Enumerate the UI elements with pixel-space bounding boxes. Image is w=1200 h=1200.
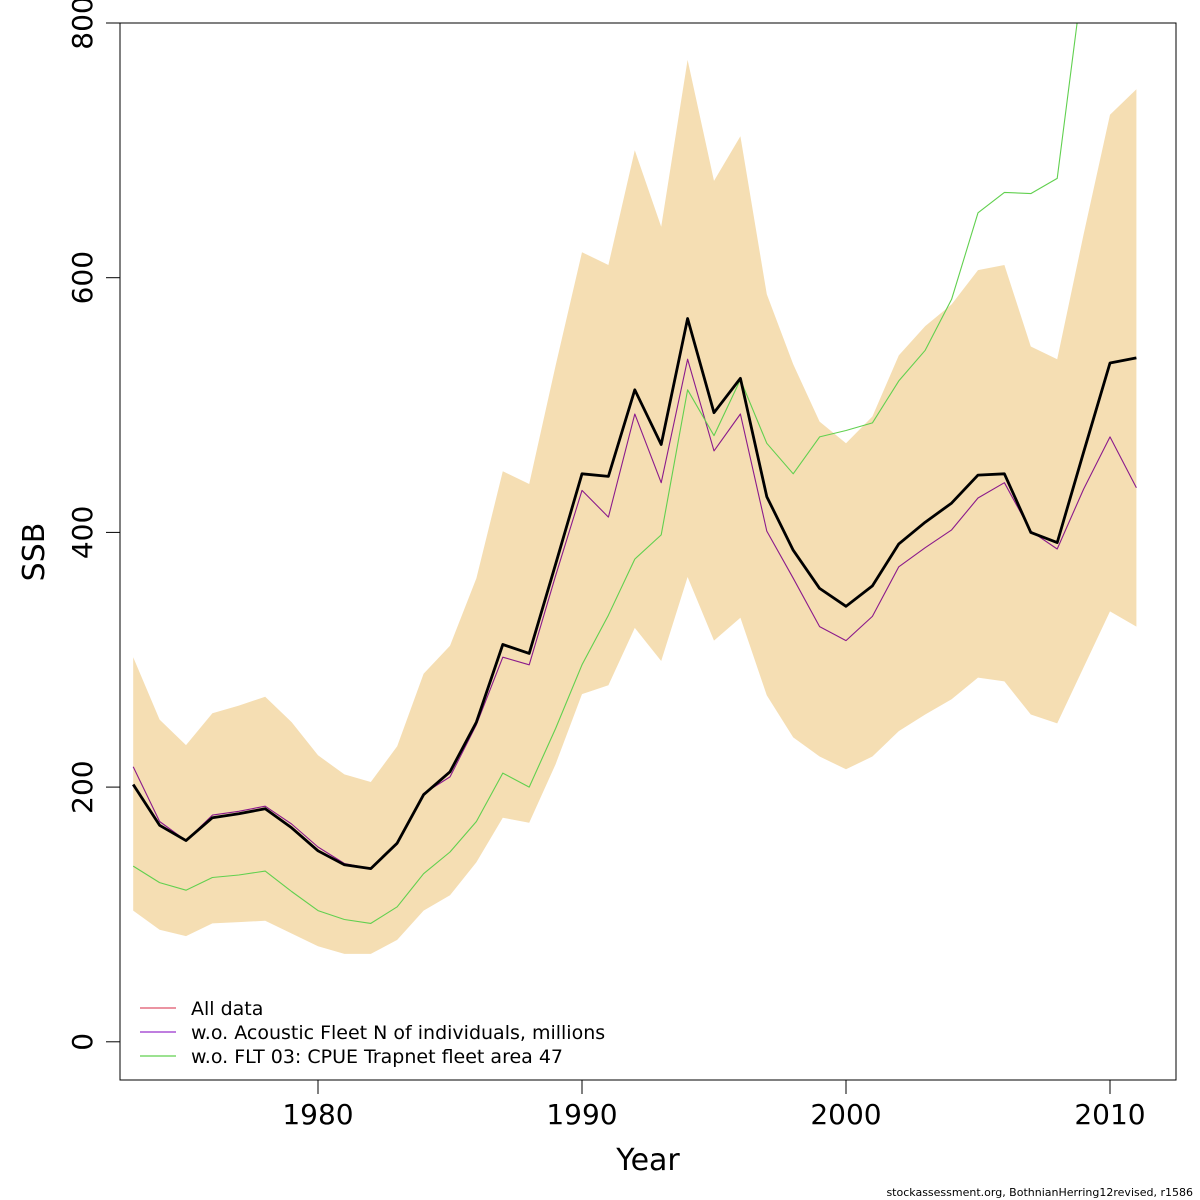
x-tick-label: 1980 xyxy=(282,1098,353,1131)
x-tick-label: 1990 xyxy=(546,1098,617,1131)
confidence-band xyxy=(133,59,1137,954)
y-tick-label: 400 xyxy=(66,506,99,559)
series-lines xyxy=(132,23,1137,924)
y-tick-label: 800 xyxy=(66,0,99,50)
x-tick-label: 2010 xyxy=(1074,1098,1145,1131)
x-axis: 1980 1990 2000 2010 xyxy=(282,1079,1146,1131)
series-line-2 xyxy=(132,23,1078,924)
legend-item: w.o. FLT 03: CPUE Trapnet fleet area 47 xyxy=(140,1046,563,1068)
legend-label: w.o. Acoustic Fleet N of individuals, mi… xyxy=(191,1022,605,1044)
legend-item: All data xyxy=(140,998,263,1020)
legend-item: w.o. Acoustic Fleet N of individuals, mi… xyxy=(140,1022,605,1044)
series-line-0 xyxy=(132,317,1137,870)
plot-area xyxy=(132,23,1137,954)
y-axis: 0 200 400 600 800 xyxy=(66,0,121,1051)
legend-label: All data xyxy=(191,998,263,1020)
y-tick-label: 0 xyxy=(66,1033,99,1051)
legend-label: w.o. FLT 03: CPUE Trapnet fleet area 47 xyxy=(191,1046,563,1068)
y-axis-title: SSB xyxy=(17,523,52,582)
y-tick-label: 600 xyxy=(66,251,99,304)
x-tick-label: 2000 xyxy=(810,1098,881,1131)
footer-credit: stockassessment.org, BothnianHerring12re… xyxy=(886,1186,1193,1199)
y-tick-label: 200 xyxy=(66,760,99,813)
x-axis-title: Year xyxy=(615,1143,680,1178)
series-line-1 xyxy=(132,358,1137,870)
